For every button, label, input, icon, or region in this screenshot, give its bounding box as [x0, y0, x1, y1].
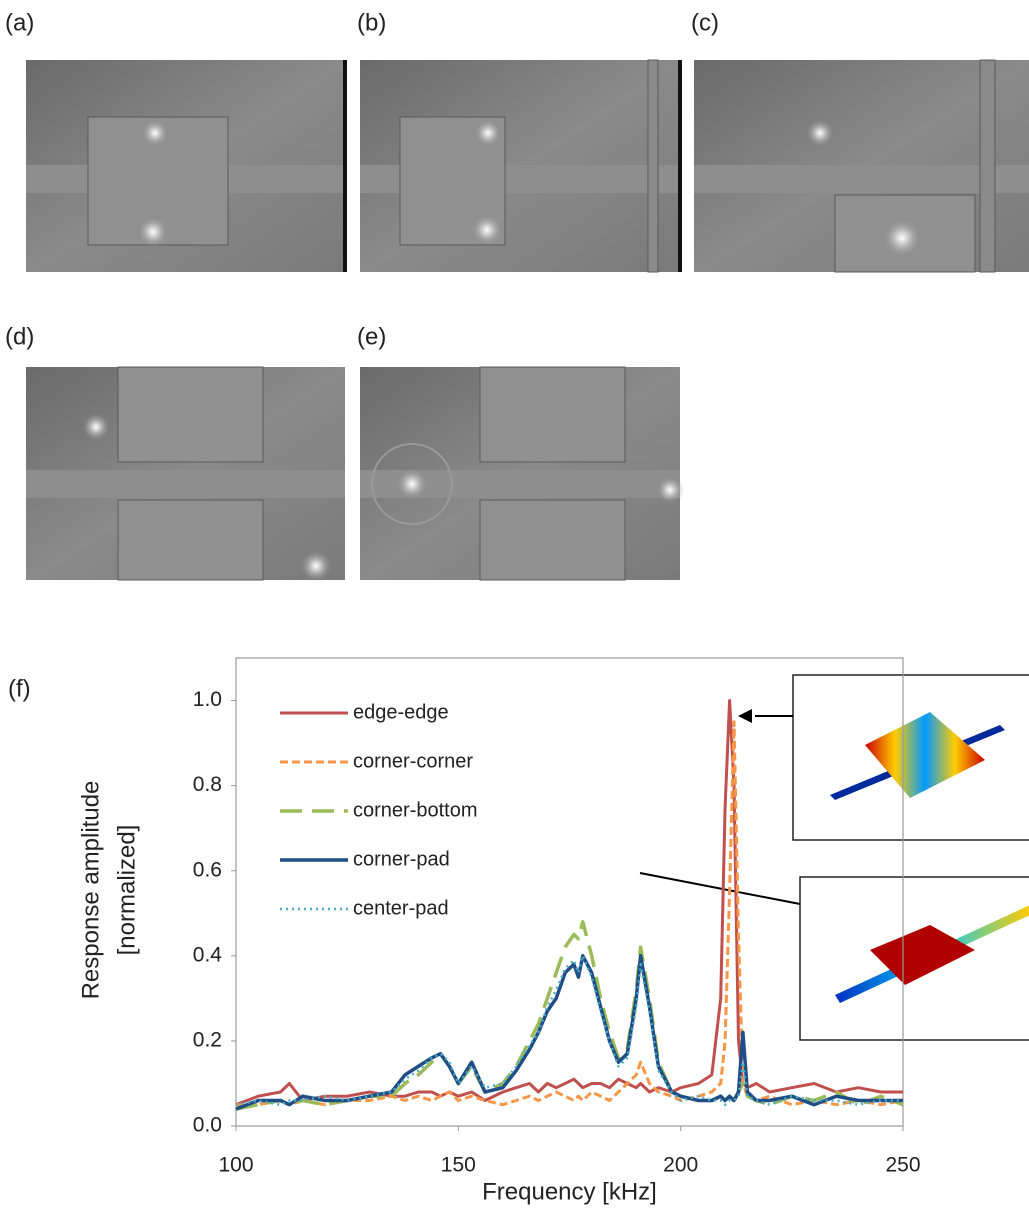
- chart: (f) 0.0 0.2 0.4 0.6 0.8 1.0 100 150 200 250 Frequen…: [8, 657, 921, 1205]
- legend-label: edge-edge: [353, 701, 449, 723]
- panel-label: (e): [357, 323, 386, 350]
- photo-d: [26, 366, 345, 582]
- legend-label: corner-corner: [353, 750, 473, 772]
- inset-top: [738, 674, 1029, 841]
- y-tick-label: 0.0: [193, 1114, 222, 1137]
- y-tick-label: 1.0: [193, 688, 222, 711]
- y-axis-label: [normalized]: [113, 825, 140, 956]
- y-tick-label: 0.4: [193, 943, 223, 966]
- panel-label: (f): [8, 675, 31, 702]
- y-tick-label: 0.8: [193, 773, 222, 796]
- x-tick-label: 200: [663, 1154, 698, 1177]
- y-tick-label: 0.6: [193, 858, 222, 881]
- x-tick-label: 100: [218, 1154, 253, 1177]
- panel-label: (a): [5, 9, 34, 36]
- photo-e: [360, 366, 684, 581]
- photo-b: [360, 59, 682, 273]
- photo-a: [26, 60, 347, 272]
- series-line: [235, 920, 904, 1111]
- panel-label: (b): [357, 9, 386, 36]
- panel-label: (d): [5, 323, 34, 350]
- inset-bottom: [639, 872, 1029, 1041]
- legend-label: corner-pad: [353, 848, 450, 870]
- panel-label: (c): [691, 9, 719, 36]
- x-tick-label: 150: [441, 1154, 476, 1177]
- y-tick-label: 0.2: [193, 1028, 222, 1051]
- legend-label: corner-bottom: [353, 799, 478, 821]
- plot-frame: [235, 657, 904, 1127]
- x-tick-label: 250: [885, 1154, 920, 1177]
- photo-c: [694, 59, 1029, 273]
- legend-label: center-pad: [353, 897, 449, 919]
- y-axis-label: Response amplitude: [77, 781, 104, 1000]
- series-line: [235, 954, 903, 1111]
- x-axis-label: Frequency [kHz]: [482, 1178, 657, 1205]
